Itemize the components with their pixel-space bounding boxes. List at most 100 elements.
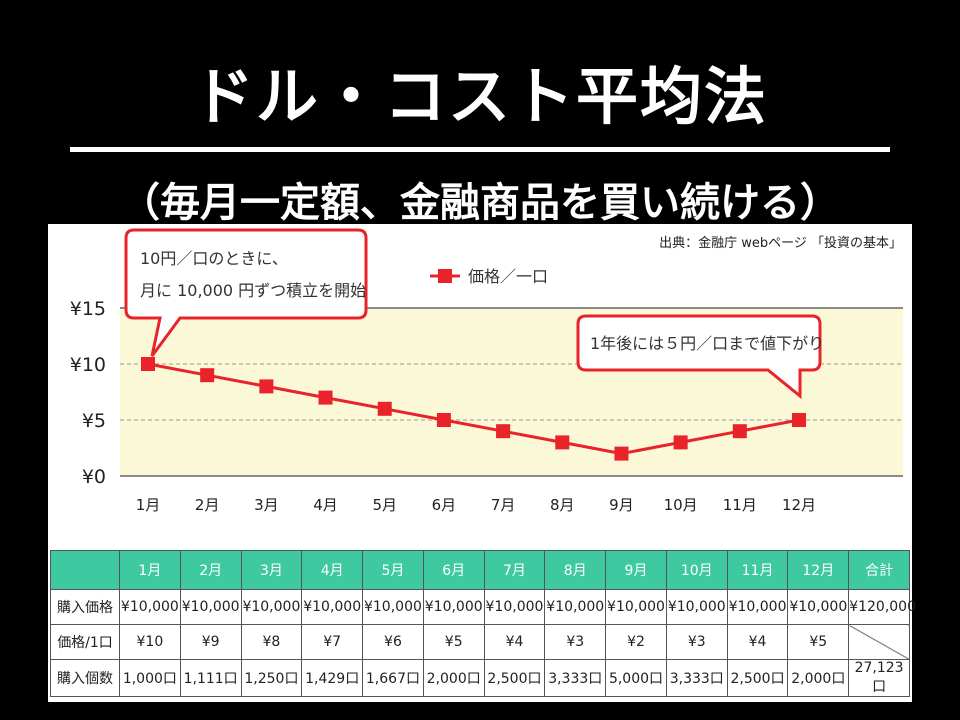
- x-tick-label: 10月: [664, 496, 698, 514]
- table-row: 購入価格 ¥10,000 ¥10,000 ¥10,000 ¥10,000 ¥10,000 ¥…: [50, 589, 916, 625]
- legend-label: 価格／一口: [468, 267, 548, 286]
- table-header-cell: 4月: [301, 550, 364, 590]
- table-cell: 1,250口: [240, 659, 303, 697]
- table-cell: ¥5: [787, 624, 850, 660]
- table-cell: ¥10,000: [726, 589, 789, 625]
- table-header-cell: 合計: [848, 550, 910, 590]
- y-tick-label: ¥10: [70, 354, 106, 376]
- table-cell: ¥10,000: [240, 589, 303, 625]
- table-cell: ¥120,000: [848, 589, 916, 625]
- table-cell: ¥2: [605, 624, 667, 660]
- table-cell: 1,429口: [301, 659, 364, 697]
- x-tick-label: 2月: [195, 496, 220, 514]
- data-point: [200, 368, 215, 383]
- table-header-row: 1月 2月 3月 4月 5月 6月 7月 8月 9月 10月 11月 12月 合計: [50, 550, 910, 590]
- table-cell: ¥4: [483, 624, 546, 660]
- line-chart: ¥0 ¥5 ¥10 ¥15 1月 2月 3月 4月 5月 6月 7月 8月 9月 10月 11月 12月 価…: [70, 228, 903, 514]
- x-tick-label: 3月: [254, 496, 279, 514]
- legend: 価格／一口: [430, 267, 548, 286]
- table-cell: 1,000口: [119, 659, 181, 697]
- table-header-cell: 2月: [179, 550, 242, 590]
- x-tick-label: 6月: [432, 496, 457, 514]
- table-cell: ¥8: [240, 624, 303, 660]
- table-header-cell: 6月: [422, 550, 485, 590]
- data-point: [259, 379, 274, 394]
- empty-cell: [848, 624, 910, 660]
- x-tick-label: 4月: [313, 496, 338, 514]
- table-cell: ¥10,000: [422, 589, 485, 625]
- table-cell: ¥10,000: [605, 589, 667, 625]
- table-cell: 3,333口: [544, 659, 607, 697]
- purchase-table: 1月 2月 3月 4月 5月 6月 7月 8月 9月 10月 11月 12月 合計 購入価格 ¥10,00…: [50, 550, 916, 697]
- data-point: [377, 401, 392, 416]
- table-header-cell: 10月: [665, 550, 728, 590]
- row-label: 購入個数: [50, 659, 120, 697]
- table-header-cell: 8月: [544, 550, 607, 590]
- table-cell: ¥3: [665, 624, 728, 660]
- table-cell: ¥10,000: [362, 589, 424, 625]
- x-tick-label: 1月: [136, 496, 161, 514]
- data-point: [141, 357, 155, 371]
- data-point: [436, 413, 451, 427]
- table-cell: ¥4: [726, 624, 789, 660]
- table-corner: [50, 550, 120, 590]
- table-cell: 2,500口: [483, 659, 546, 697]
- table-cell: ¥10,000: [787, 589, 850, 625]
- row-label: 購入価格: [50, 589, 120, 625]
- table-header-cell: 7月: [483, 550, 546, 590]
- x-tick-label: 11月: [723, 496, 757, 514]
- table-cell: ¥5: [422, 624, 485, 660]
- y-tick-label: ¥15: [70, 298, 106, 320]
- source-note: 出典：金融庁 webページ 「投資の基本」: [659, 236, 902, 251]
- table-header-cell: 11月: [726, 550, 789, 590]
- table-cell: ¥10,000: [665, 589, 728, 625]
- chart-panel: 出典：金融庁 webページ 「投資の基本」 ¥0 ¥5 ¥10 ¥15 1月 2月 3月 4…: [48, 224, 916, 702]
- start-callout-line2: 月に 10,000 円ずつ積立を開始: [140, 281, 366, 300]
- start-callout-line1: 10円／口のときに、: [140, 249, 288, 268]
- table-cell: 3,333口: [665, 659, 728, 697]
- x-tick-label: 12月: [782, 496, 816, 514]
- table-cell: 2,500口: [726, 659, 789, 697]
- table-cell: 2,000口: [787, 659, 850, 697]
- end-callout-text: 1年後には５円／口まで値下がり: [590, 334, 824, 353]
- y-tick-label: ¥5: [82, 410, 106, 432]
- row-label: 価格/1口: [50, 624, 120, 660]
- table-cell: 27,123口: [848, 659, 910, 697]
- data-point: [318, 390, 333, 405]
- start-callout: 10円／口のときに、 月に 10,000 円ずつ積立を開始: [124, 228, 368, 357]
- table-row: 購入個数 1,000口 1,111口 1,250口 1,429口 1,667口 2,000口…: [50, 659, 910, 697]
- data-point: [732, 424, 747, 439]
- table-cell: 1,667口: [362, 659, 424, 697]
- table-cell: ¥10,000: [544, 589, 607, 625]
- data-point: [614, 446, 629, 461]
- title-divider: [70, 147, 890, 152]
- data-point: [792, 413, 806, 427]
- table-cell: 5,000口: [605, 659, 667, 697]
- slide-subtitle: （毎月一定額、金融商品を買い続ける）: [120, 180, 840, 226]
- table-header-cell: 12月: [787, 550, 850, 590]
- x-tick-label: 5月: [372, 496, 397, 514]
- data-point: [673, 435, 688, 450]
- table-cell: ¥10,000: [179, 589, 242, 625]
- end-callout: 1年後には５円／口まで値下がり: [576, 314, 824, 400]
- data-point: [496, 424, 511, 439]
- table-cell: ¥10,000: [301, 589, 364, 625]
- table-cell: ¥6: [362, 624, 424, 660]
- table-cell: ¥3: [544, 624, 607, 660]
- table-header-cell: 3月: [240, 550, 303, 590]
- table-cell: ¥10,000: [119, 589, 181, 625]
- y-tick-label: ¥0: [82, 466, 106, 488]
- table-row: 価格/1口 ¥10 ¥9 ¥8 ¥7 ¥6 ¥5 ¥4 ¥3 ¥2 ¥3 ¥4 ¥5: [50, 624, 910, 660]
- table-header-cell: 9月: [605, 550, 667, 590]
- table-cell: ¥9: [179, 624, 242, 660]
- table-cell: 2,000口: [422, 659, 485, 697]
- table-cell: 1,111口: [179, 659, 242, 697]
- table-cell: ¥10: [119, 624, 181, 660]
- x-tick-label: 8月: [550, 496, 575, 514]
- price-series-line: [147, 362, 800, 456]
- x-tick-label: 7月: [491, 496, 516, 514]
- data-point: [555, 435, 570, 450]
- table-header-cell: 5月: [362, 550, 424, 590]
- x-tick-label: 9月: [609, 496, 634, 514]
- legend-marker: [438, 269, 452, 283]
